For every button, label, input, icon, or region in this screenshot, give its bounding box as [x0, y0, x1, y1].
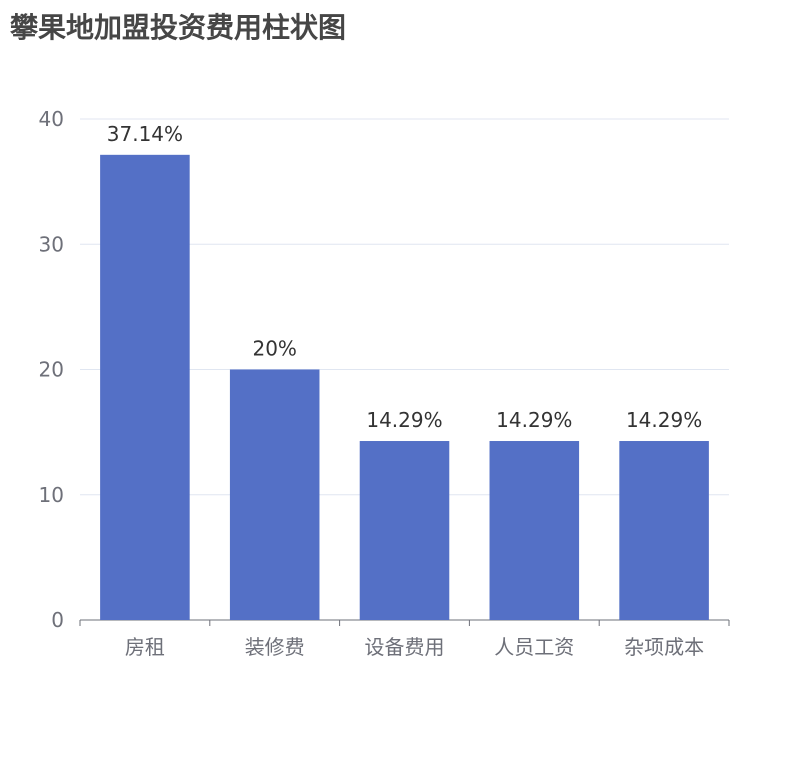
- bar: [619, 441, 709, 620]
- bar: [229, 369, 320, 620]
- x-tick-label: 人员工资: [494, 635, 574, 659]
- y-tick-label: 40: [39, 107, 64, 131]
- data-label: 20%: [252, 337, 296, 361]
- y-tick-label: 30: [39, 232, 64, 256]
- data-label: 14.29%: [366, 408, 442, 432]
- bar: [489, 441, 580, 620]
- x-tick-label: 装修费: [245, 635, 305, 659]
- data-label: 37.14%: [107, 122, 183, 146]
- y-tick-label: 20: [39, 358, 64, 382]
- x-tick-label: 房租: [125, 635, 165, 659]
- chart-title: 攀果地加盟投资费用柱状图: [10, 11, 347, 44]
- data-label: 14.29%: [626, 408, 702, 432]
- bar: [359, 441, 450, 620]
- data-label: 14.29%: [496, 408, 572, 432]
- y-tick-label: 0: [51, 608, 64, 632]
- x-tick-label: 设备费用: [365, 635, 445, 659]
- y-tick-label: 10: [39, 483, 64, 507]
- x-tick-label: 杂项成本: [624, 635, 704, 659]
- bar: [100, 154, 190, 620]
